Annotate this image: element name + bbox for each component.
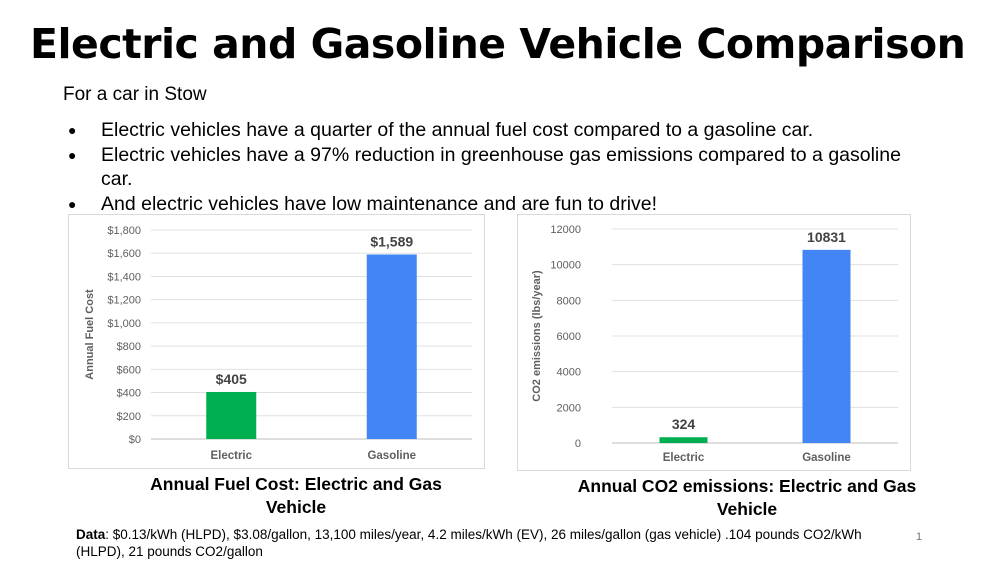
co2-emissions-chart: 0 2000 4000 6000 8000 10000 12000 CO2 emissions…	[517, 214, 911, 471]
fuel-cost-chart-svg: $0 $200 $400 $600 $800 $1,000 $1,200 $1,400 $1,6…	[84, 225, 472, 462]
data-label: $405	[216, 371, 247, 387]
co2-emissions-chart-caption: Annual CO2 emissions: Electric and Gas V…	[577, 476, 917, 519]
x-category-label: Electric	[663, 452, 705, 464]
data-label: $1,589	[370, 233, 413, 249]
y-tick-label: $1,400	[107, 271, 141, 283]
x-category-label: Gasoline	[802, 452, 851, 464]
y-tick-label: $0	[129, 434, 141, 446]
bar-electric	[206, 391, 257, 439]
footnote-text: : $0.13/kWh (HLPD), $3.08/gallon, 13,100…	[76, 527, 862, 559]
y-tick-label: 8000	[557, 295, 581, 307]
bar-gasoline	[366, 254, 417, 439]
y-tick-label: $200	[117, 411, 141, 423]
footnote-label: Data	[76, 527, 106, 542]
data-label: 324	[672, 416, 696, 432]
bullet-item: And electric vehicles have low maintenan…	[68, 192, 908, 217]
bar-electric	[659, 437, 708, 443]
y-tick-label: 6000	[557, 331, 581, 343]
data-footnote: Data: $0.13/kWh (HLPD), $3.08/gallon, 13…	[76, 526, 876, 560]
y-tick-label: 12000	[550, 224, 581, 236]
bullet-item: Electric vehicles have a quarter of the …	[68, 118, 908, 143]
y-tick-label: $600	[117, 364, 141, 376]
slide-subtitle: For a car in Stow	[63, 84, 207, 105]
slide-title: Electric and Gasoline Vehicle Comparison	[30, 20, 966, 68]
co2-emissions-chart-svg: 0 2000 4000 6000 8000 10000 12000 CO2 emissions…	[531, 224, 898, 464]
bullet-list: Electric vehicles have a quarter of the …	[68, 118, 908, 216]
y-tick-label: $1,800	[107, 225, 141, 237]
y-tick-label: $400	[117, 388, 141, 400]
bullet-item: Electric vehicles have a 97% reduction i…	[68, 143, 908, 192]
y-tick-label: $1,000	[107, 318, 141, 330]
data-label: 10831	[807, 229, 846, 245]
y-tick-label: 2000	[557, 402, 581, 414]
y-tick-label: 4000	[557, 367, 581, 379]
y-tick-label: $1,600	[107, 248, 141, 260]
fuel-cost-chart: $0 $200 $400 $600 $800 $1,000 $1,200 $1,400 $1,6…	[68, 214, 485, 469]
page-number: 1	[916, 531, 923, 543]
x-category-label: Electric	[210, 450, 252, 462]
fuel-cost-chart-caption: Annual Fuel Cost: Electric and Gas Vehic…	[150, 474, 442, 517]
y-tick-label: 0	[575, 438, 581, 450]
y-tick-label: $1,200	[107, 295, 141, 307]
bar-gasoline	[802, 249, 851, 443]
x-category-label: Gasoline	[367, 450, 416, 462]
y-tick-label: 10000	[550, 260, 581, 272]
y-axis-label: CO2 emissions (lbs/year)	[531, 270, 543, 402]
y-axis-label: Annual Fuel Cost	[84, 289, 96, 380]
y-tick-label: $800	[117, 341, 141, 353]
